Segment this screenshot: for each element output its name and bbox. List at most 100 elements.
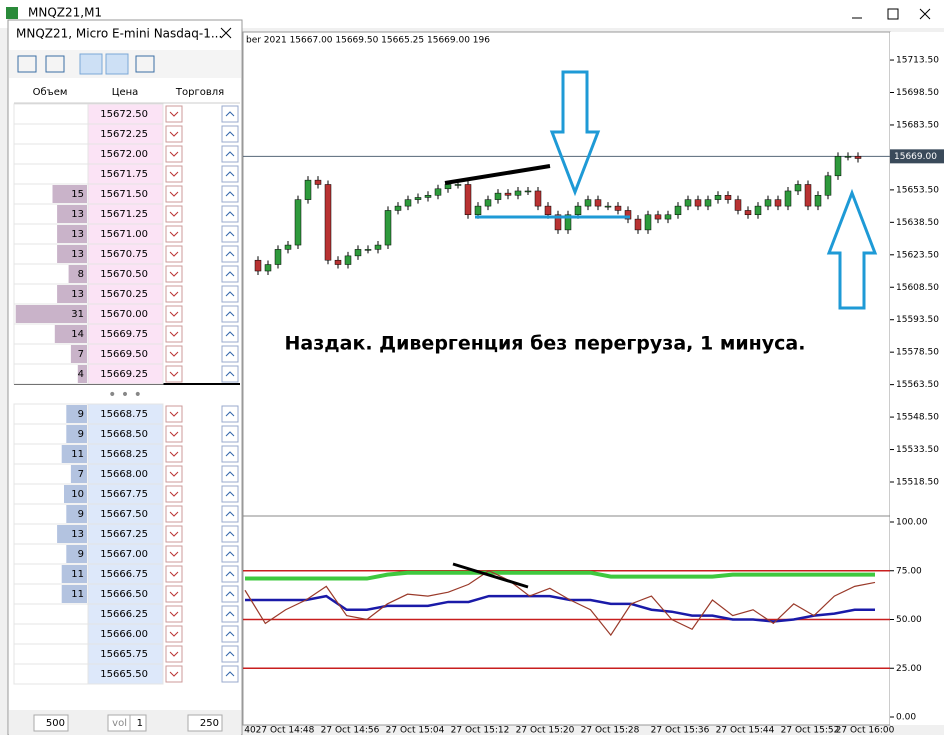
x-tick-label: 40 <box>244 726 256 736</box>
sell-button[interactable] <box>165 205 183 223</box>
buy-button[interactable] <box>221 465 239 483</box>
sell-button[interactable] <box>165 265 183 283</box>
sell-button[interactable] <box>165 545 183 563</box>
buy-button[interactable] <box>221 545 239 563</box>
sell-button[interactable] <box>165 605 183 623</box>
close[interactable] <box>919 8 931 20</box>
sell-button[interactable] <box>165 225 183 243</box>
control-box[interactable] <box>129 714 147 732</box>
candle <box>344 255 352 265</box>
volume: 15 <box>71 189 84 200</box>
buy-button[interactable] <box>221 245 239 263</box>
volume: 11 <box>71 449 84 460</box>
buy-button[interactable] <box>221 565 239 583</box>
price: 15667.00 <box>100 549 148 560</box>
buy-icon <box>225 151 235 157</box>
sell-button[interactable] <box>165 245 183 263</box>
sell-button[interactable] <box>165 325 183 343</box>
volume-cell <box>13 163 89 185</box>
buy-button[interactable] <box>221 525 239 543</box>
price: 15666.25 <box>100 609 148 620</box>
candle <box>504 192 512 196</box>
sell-button[interactable] <box>165 405 183 423</box>
sell-button[interactable] <box>165 165 183 183</box>
sell-button[interactable] <box>165 505 183 523</box>
y-tick-label: 0.00 <box>896 713 916 723</box>
x-tick-label: 27 Oct 15:04 <box>386 726 445 736</box>
sell-button[interactable] <box>165 445 183 463</box>
x-tick-label: 27 Oct 16:00 <box>836 726 895 736</box>
sell-icon <box>169 411 179 417</box>
price: 15666.50 <box>100 589 148 600</box>
tool-button[interactable] <box>45 55 65 73</box>
control-value: 1 <box>137 718 143 729</box>
price: 15665.50 <box>100 669 148 680</box>
dom-close[interactable] <box>220 27 232 39</box>
buy-button[interactable] <box>221 445 239 463</box>
sell-button[interactable] <box>165 145 183 163</box>
volume-bar <box>57 205 87 223</box>
maximize[interactable] <box>887 8 899 20</box>
tool-button[interactable] <box>105 53 129 75</box>
sell-button[interactable] <box>165 585 183 603</box>
sell-button[interactable] <box>165 345 183 363</box>
buy-button[interactable] <box>221 585 239 603</box>
candle <box>854 156 862 159</box>
buy-button[interactable] <box>221 125 239 143</box>
sell-button[interactable] <box>165 485 183 503</box>
sell-button[interactable] <box>165 305 183 323</box>
indicator-line <box>244 570 876 637</box>
buy-button[interactable] <box>221 485 239 503</box>
buy-button[interactable] <box>221 665 239 683</box>
buy-button[interactable] <box>221 305 239 323</box>
buy-button[interactable] <box>221 225 239 243</box>
volume-bar <box>66 405 87 423</box>
candle <box>644 214 652 231</box>
sell-button[interactable] <box>165 125 183 143</box>
tool-button[interactable] <box>79 53 103 75</box>
buy-button[interactable] <box>221 505 239 523</box>
buy-button[interactable] <box>221 365 239 383</box>
sell-button[interactable] <box>165 625 183 643</box>
volume-bar <box>68 265 87 283</box>
volume: 9 <box>78 409 84 420</box>
buy-button[interactable] <box>221 325 239 343</box>
sell-icon <box>169 371 179 377</box>
volume-cell <box>13 103 89 125</box>
chart-area <box>242 31 891 726</box>
current-price-box <box>890 149 944 164</box>
sell-button[interactable] <box>165 185 183 203</box>
buy-button[interactable] <box>221 345 239 363</box>
volume-bar <box>57 285 87 303</box>
sell-icon <box>169 591 179 597</box>
buy-button[interactable] <box>221 605 239 623</box>
buy-button[interactable] <box>221 185 239 203</box>
buy-button[interactable] <box>221 405 239 423</box>
tool-button[interactable] <box>135 55 155 73</box>
control-box[interactable] <box>33 714 69 732</box>
sell-button[interactable] <box>165 525 183 543</box>
buy-button[interactable] <box>221 645 239 663</box>
control-box[interactable] <box>187 714 223 732</box>
dom-title-bar <box>9 21 241 47</box>
buy-button[interactable] <box>221 425 239 443</box>
buy-button[interactable] <box>221 145 239 163</box>
sell-button[interactable] <box>165 105 183 123</box>
sell-button[interactable] <box>165 645 183 663</box>
sell-button[interactable] <box>165 565 183 583</box>
sell-button[interactable] <box>165 465 183 483</box>
buy-button[interactable] <box>221 265 239 283</box>
sell-button[interactable] <box>165 285 183 303</box>
buy-button[interactable] <box>221 205 239 223</box>
sell-icon <box>169 111 179 117</box>
buy-button[interactable] <box>221 285 239 303</box>
sell-button[interactable] <box>165 365 183 383</box>
buy-button[interactable] <box>221 165 239 183</box>
sell-button[interactable] <box>165 425 183 443</box>
buy-button[interactable] <box>221 105 239 123</box>
buy-button[interactable] <box>221 625 239 643</box>
sell-button[interactable] <box>165 665 183 683</box>
sell-icon <box>169 151 179 157</box>
tool-button[interactable] <box>17 55 37 73</box>
volume-cell <box>13 623 89 645</box>
